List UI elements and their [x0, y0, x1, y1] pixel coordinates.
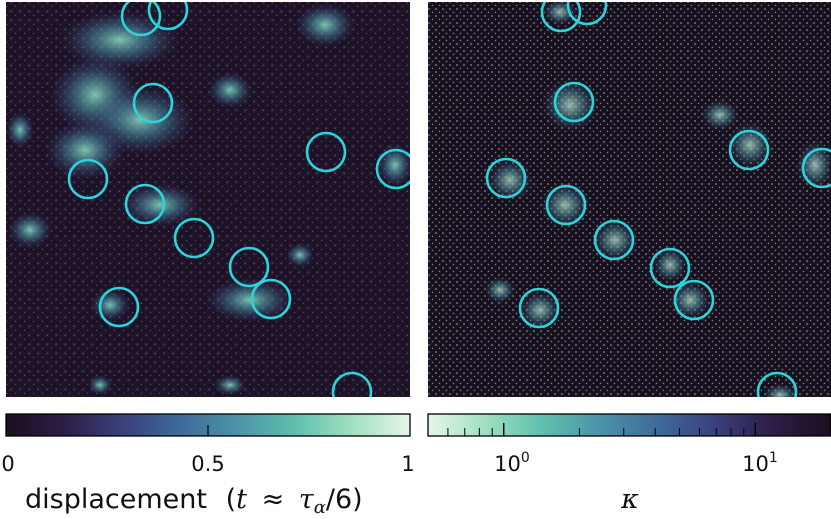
hotspot [762, 383, 798, 397]
label-approx: ≈ [262, 484, 285, 515]
label-alpha: α [314, 497, 326, 518]
highlight-circle [120, 2, 162, 37]
highlight-circle [331, 371, 373, 397]
tick-base-1: 10 [742, 452, 769, 476]
hotspot [286, 243, 314, 267]
hotspot [484, 276, 516, 304]
tick-exp-0: 0 [521, 450, 530, 466]
highlight-circle [132, 82, 174, 124]
kappa-highlight-circles [485, 2, 831, 397]
kappa-colorbar-bar [427, 413, 831, 437]
highlight-circle [67, 158, 109, 200]
hotspot [90, 289, 130, 321]
displacement-hotspots [6, 3, 410, 395]
kappa-panel [428, 2, 831, 397]
displacement-colorbar-label: displacement (t ≈ τα/6) [25, 484, 363, 518]
kappa-colorbar: 100 101 κ [427, 413, 831, 515]
highlight-circle [173, 217, 215, 259]
displacement-tick-label-1: 1 [401, 452, 414, 476]
highlight-circle [553, 81, 595, 123]
highlight-circle [98, 286, 140, 328]
highlight-circle [305, 131, 347, 173]
highlight-circle [375, 148, 410, 190]
hotspot [518, 290, 562, 330]
displacement-highlight-circles [67, 2, 410, 397]
hotspot [295, 3, 355, 47]
hotspot [700, 99, 740, 131]
hotspot [214, 375, 246, 395]
highlight-circle [728, 129, 770, 171]
hotspot [45, 120, 125, 180]
highlight-circle [593, 219, 635, 261]
label-open: ( [226, 484, 237, 515]
hotspot [60, 10, 180, 70]
highlight-circle [566, 2, 608, 26]
highlight-circle [756, 371, 798, 397]
hotspot [652, 247, 688, 283]
kappa-colorbar-label: κ [620, 484, 639, 515]
highlight-circle [250, 278, 292, 320]
kappa-tick-label-1: 100 [494, 450, 530, 476]
hotspot [540, 77, 600, 133]
highlight-circle [673, 279, 715, 321]
hotspot [591, 218, 639, 262]
hotspot [120, 183, 200, 227]
tick-base-0: 10 [494, 452, 521, 476]
highlight-circle [228, 246, 270, 288]
displacement-panel-grain [6, 2, 410, 397]
highlight-circle [545, 184, 587, 226]
label-rest: /6) [326, 484, 363, 515]
hotspot [6, 112, 34, 148]
displacement-tick-label-mid: 0.5 [191, 452, 224, 476]
hotspot [8, 212, 52, 248]
hotspot [795, 139, 831, 191]
displacement-panel [6, 2, 410, 397]
tick-exp-1: 1 [769, 450, 778, 466]
label-word: displacement [25, 484, 207, 515]
highlight-circle [649, 247, 691, 289]
kappa-colorbar-log-ticks [447, 423, 756, 436]
highlight-circle [518, 287, 560, 329]
displacement-colorbar: 0 0.5 1 displacement (t ≈ τα/6) [1, 413, 415, 518]
label-t: t [236, 484, 247, 515]
label-tau: τ [299, 484, 315, 515]
highlight-circle [540, 2, 582, 33]
kappa-panel-grain [428, 2, 831, 397]
displacement-tick-label-0: 0 [1, 452, 14, 476]
kappa-hotspots [484, 2, 831, 397]
highlight-circle [801, 147, 831, 189]
highlight-circle [485, 157, 527, 199]
kappa-tick-label-10: 101 [742, 450, 778, 476]
hotspot [208, 72, 252, 108]
hotspot [88, 375, 112, 395]
hotspot [205, 278, 295, 322]
highlight-circle [147, 2, 189, 31]
highlight-circle [124, 183, 166, 225]
